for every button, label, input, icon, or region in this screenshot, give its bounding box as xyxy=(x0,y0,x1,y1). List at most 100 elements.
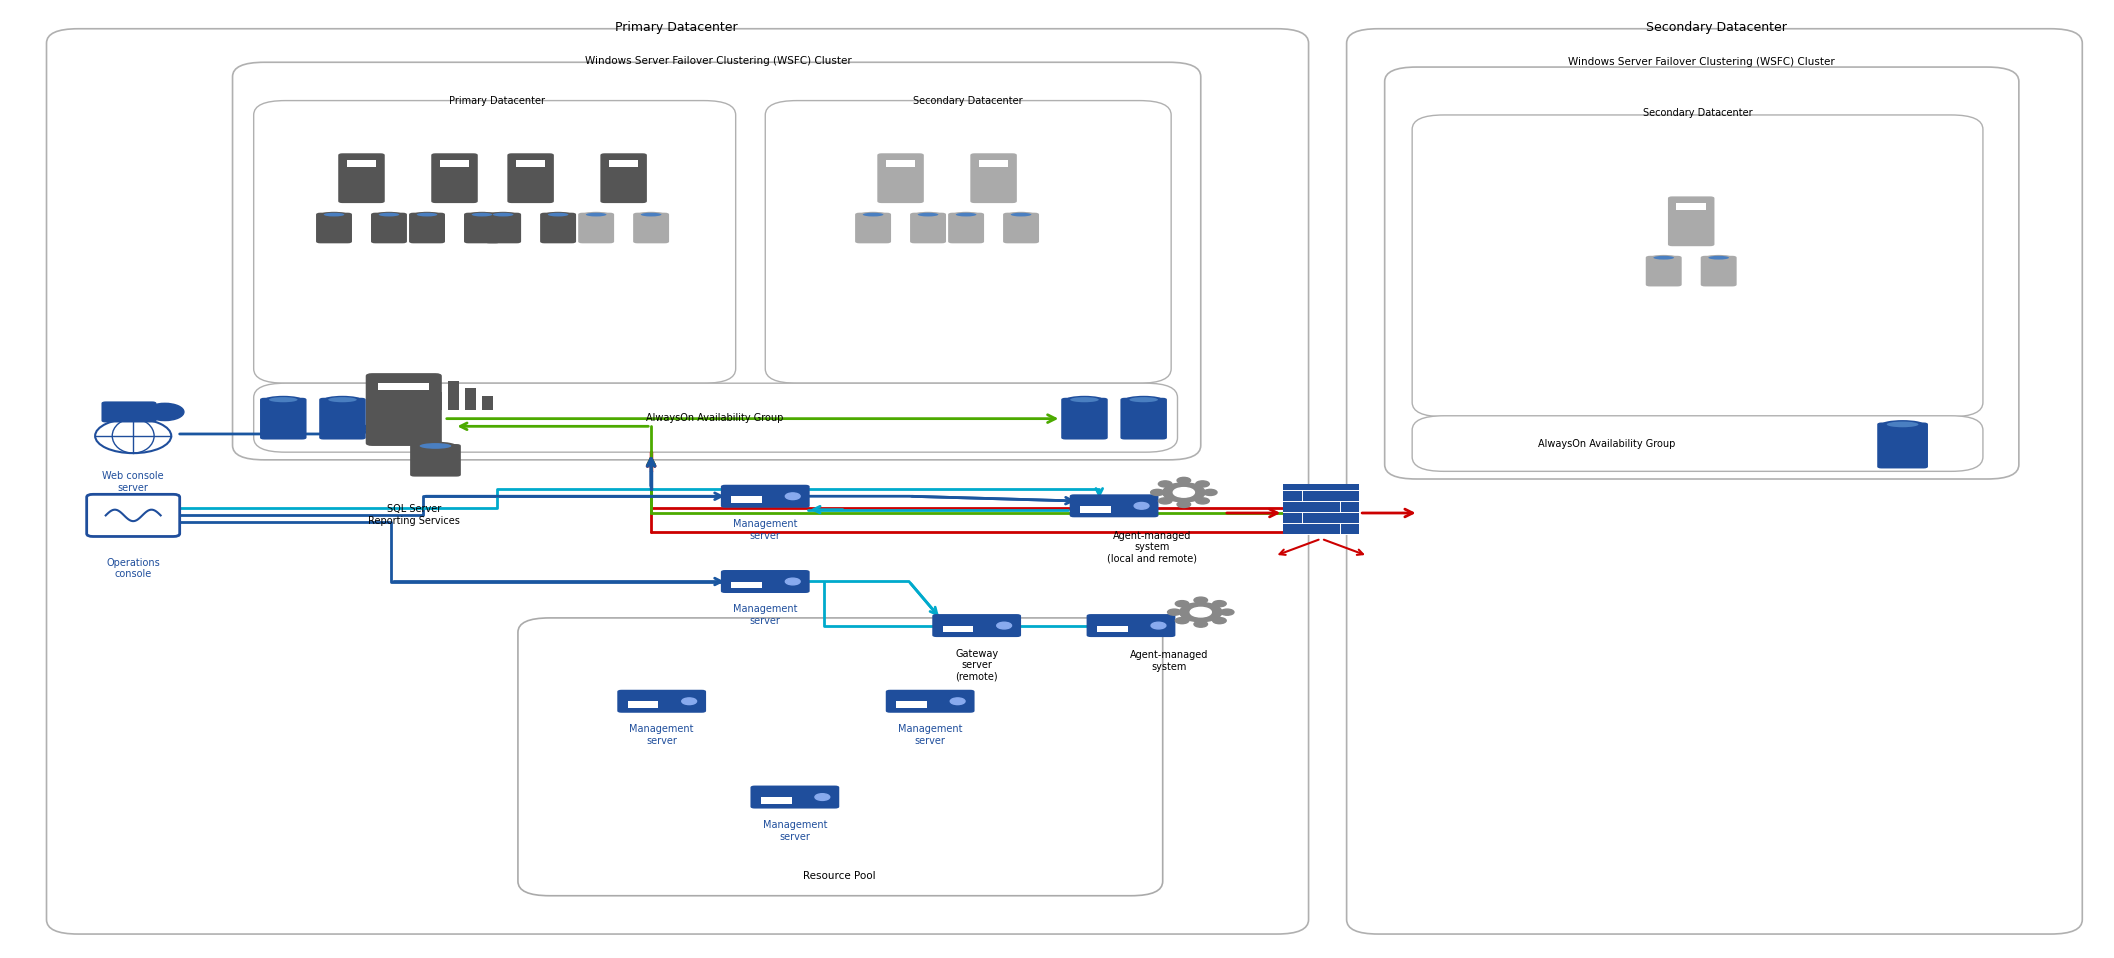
Ellipse shape xyxy=(1010,213,1032,217)
FancyBboxPatch shape xyxy=(765,101,1171,383)
Circle shape xyxy=(681,697,698,705)
Text: Secondary Datacenter: Secondary Datacenter xyxy=(1647,21,1786,34)
Circle shape xyxy=(1150,490,1165,495)
Ellipse shape xyxy=(917,213,939,217)
Ellipse shape xyxy=(376,212,404,217)
Ellipse shape xyxy=(1653,256,1674,260)
Circle shape xyxy=(1203,490,1218,495)
FancyBboxPatch shape xyxy=(1385,67,2019,479)
FancyBboxPatch shape xyxy=(465,213,499,243)
Text: AlwaysOn Availability Group: AlwaysOn Availability Group xyxy=(1539,439,1674,448)
FancyBboxPatch shape xyxy=(431,153,478,203)
FancyBboxPatch shape xyxy=(979,160,1008,167)
FancyBboxPatch shape xyxy=(1412,416,1983,471)
Circle shape xyxy=(1213,601,1226,606)
Circle shape xyxy=(1197,498,1209,504)
FancyBboxPatch shape xyxy=(600,153,647,203)
Ellipse shape xyxy=(323,396,361,403)
FancyBboxPatch shape xyxy=(1668,196,1714,246)
FancyBboxPatch shape xyxy=(731,496,761,503)
FancyBboxPatch shape xyxy=(465,388,476,409)
Circle shape xyxy=(998,623,1013,629)
Ellipse shape xyxy=(583,212,609,217)
Text: Agent-managed
system
(local and remote): Agent-managed system (local and remote) xyxy=(1108,531,1197,564)
FancyBboxPatch shape xyxy=(731,582,761,588)
FancyBboxPatch shape xyxy=(366,374,442,446)
Ellipse shape xyxy=(953,212,981,217)
Ellipse shape xyxy=(863,213,884,217)
FancyBboxPatch shape xyxy=(721,570,810,593)
FancyBboxPatch shape xyxy=(448,380,459,409)
Text: Secondary Datacenter: Secondary Datacenter xyxy=(1643,108,1753,118)
Ellipse shape xyxy=(1070,398,1099,402)
Text: Resource Pool: Resource Pool xyxy=(803,872,875,881)
Circle shape xyxy=(1213,618,1226,624)
FancyBboxPatch shape xyxy=(1283,484,1359,534)
Text: Operations
console: Operations console xyxy=(106,558,161,580)
FancyBboxPatch shape xyxy=(1070,494,1158,517)
Ellipse shape xyxy=(1708,256,1729,260)
FancyBboxPatch shape xyxy=(609,160,638,167)
FancyBboxPatch shape xyxy=(579,213,615,243)
Ellipse shape xyxy=(1651,255,1679,261)
Circle shape xyxy=(1163,483,1205,502)
Circle shape xyxy=(1177,501,1190,508)
Circle shape xyxy=(1194,621,1207,627)
FancyBboxPatch shape xyxy=(518,618,1163,896)
FancyBboxPatch shape xyxy=(347,160,376,167)
Ellipse shape xyxy=(1129,398,1158,402)
FancyBboxPatch shape xyxy=(947,213,985,243)
FancyBboxPatch shape xyxy=(750,786,839,809)
FancyBboxPatch shape xyxy=(1080,506,1110,513)
FancyBboxPatch shape xyxy=(628,701,657,708)
Text: Management
server: Management server xyxy=(898,724,962,746)
FancyBboxPatch shape xyxy=(484,213,520,243)
FancyBboxPatch shape xyxy=(617,690,706,713)
Ellipse shape xyxy=(419,443,452,448)
FancyBboxPatch shape xyxy=(970,153,1017,203)
FancyBboxPatch shape xyxy=(233,62,1201,460)
FancyBboxPatch shape xyxy=(1097,626,1127,632)
FancyBboxPatch shape xyxy=(507,153,554,203)
Circle shape xyxy=(949,697,964,705)
FancyBboxPatch shape xyxy=(1412,115,1983,417)
Ellipse shape xyxy=(471,213,493,217)
FancyBboxPatch shape xyxy=(877,153,924,203)
Circle shape xyxy=(816,793,829,801)
FancyBboxPatch shape xyxy=(1676,203,1706,210)
Text: Windows Server Failover Clustering (WSFC) Cluster: Windows Server Failover Clustering (WSFC… xyxy=(1569,57,1835,67)
Ellipse shape xyxy=(321,212,347,217)
Ellipse shape xyxy=(1704,255,1733,261)
FancyBboxPatch shape xyxy=(47,29,1309,934)
FancyBboxPatch shape xyxy=(1347,29,2082,934)
FancyBboxPatch shape xyxy=(854,213,892,243)
FancyBboxPatch shape xyxy=(541,213,575,243)
Ellipse shape xyxy=(638,212,666,217)
Text: Management
server: Management server xyxy=(763,820,827,842)
FancyBboxPatch shape xyxy=(254,101,736,383)
FancyBboxPatch shape xyxy=(886,160,915,167)
Ellipse shape xyxy=(493,213,514,217)
FancyBboxPatch shape xyxy=(932,614,1021,637)
FancyBboxPatch shape xyxy=(1877,422,1928,468)
Ellipse shape xyxy=(858,212,888,217)
FancyBboxPatch shape xyxy=(1647,256,1683,286)
Ellipse shape xyxy=(548,213,569,217)
Circle shape xyxy=(1175,618,1188,624)
FancyBboxPatch shape xyxy=(886,690,975,713)
Text: Primary Datacenter: Primary Datacenter xyxy=(615,21,738,34)
Circle shape xyxy=(1158,481,1171,487)
Ellipse shape xyxy=(414,442,457,450)
Circle shape xyxy=(1152,623,1167,629)
Ellipse shape xyxy=(1065,396,1104,403)
FancyBboxPatch shape xyxy=(87,494,180,536)
FancyBboxPatch shape xyxy=(1120,398,1167,440)
Circle shape xyxy=(1175,601,1188,606)
Circle shape xyxy=(1133,503,1150,510)
FancyBboxPatch shape xyxy=(896,701,926,708)
FancyBboxPatch shape xyxy=(378,382,429,391)
FancyBboxPatch shape xyxy=(482,397,493,409)
Ellipse shape xyxy=(378,213,400,217)
Ellipse shape xyxy=(416,213,438,217)
Circle shape xyxy=(1180,603,1222,622)
